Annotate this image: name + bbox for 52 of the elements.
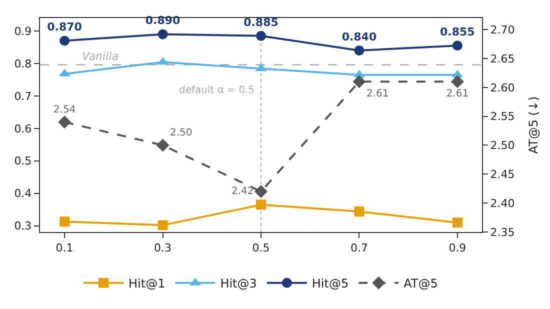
point [254,185,268,198]
point [452,218,462,228]
point [158,220,168,230]
data-label: 0.885 [244,16,278,29]
x-tick-label: 0.1 [56,241,74,254]
point [354,206,364,217]
x-tick-label: 0.5 [252,241,270,254]
y-tick-label: 0.3 [14,220,32,233]
y-tick-label: 0.8 [14,57,32,70]
y2-tick-label: 2.45 [490,168,515,182]
point [354,45,364,56]
x-tick-label: 0.3 [154,241,172,254]
data-label: 2.61 [446,88,469,100]
point [58,116,72,129]
data-label: 0.855 [440,26,475,39]
data-label: 0.890 [145,14,181,28]
y2-tick-label: 2.65 [490,52,515,66]
point [158,29,168,40]
point [60,216,70,227]
y2-tick-label: 2.40 [490,196,515,210]
x-tick-label: 0.7 [350,241,368,254]
legend-label: Hit@5 [312,276,349,291]
data-label: 0.840 [342,30,377,44]
ref-line-label: default α = 0.5 [179,85,255,96]
legend-label: Hit@1 [128,276,166,291]
point [156,138,170,152]
data-label: 2.42 [231,186,254,198]
legend-label: Hit@3 [220,276,257,291]
y2-tick-label: 2.35 [490,226,515,239]
data-label: 2.50 [170,127,192,138]
legend-label: AT@5 [404,276,438,291]
data-label: 2.54 [53,104,76,116]
data-label: 2.61 [366,88,389,100]
x-tick-label: 0.9 [448,241,466,254]
point [256,30,266,41]
y-tick-label: 0.4 [14,187,32,200]
point [450,75,464,88]
y2-tick-label: 2.70 [490,23,515,36]
y-tick-label: 0.6 [14,122,32,136]
y2-tick-label: 2.60 [490,81,515,94]
y2-axis-title: AT@5 (↓) [526,96,541,154]
point [452,40,462,51]
y2-tick-label: 2.50 [490,139,515,152]
y2-tick-label: 2.55 [490,110,515,124]
data-label: 0.870 [47,20,82,34]
y-tick-label: 0.7 [14,90,32,103]
ref-line-label: Vanilla [82,50,119,63]
y-tick-label: 0.5 [14,154,32,168]
point [352,75,366,88]
point [60,36,70,46]
point [256,200,266,210]
y-tick-label: 0.9 [14,24,32,38]
